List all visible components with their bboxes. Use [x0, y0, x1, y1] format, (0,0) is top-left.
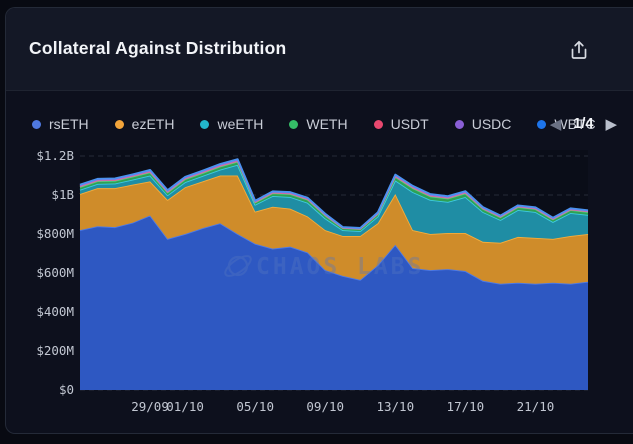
chaos-labs-atom-logo: [227, 255, 249, 277]
y-tick-label: $0: [59, 382, 74, 397]
legend-label: rsETH: [49, 116, 89, 132]
y-tick-label: $1.2B: [36, 148, 74, 163]
y-tick-label: $200M: [36, 343, 74, 358]
legend-dot-icon: [537, 119, 547, 129]
page-title: Collateral Against Distribution: [29, 38, 287, 58]
series-areas: [79, 158, 589, 390]
legend-label: WBTC: [554, 116, 596, 132]
watermark: CHAOS LABS: [224, 254, 424, 280]
legend-dot-icon: [454, 119, 464, 129]
area-ezeth: [80, 175, 588, 284]
legend-item-weeth[interactable]: weETH: [200, 116, 263, 132]
legend-dot-icon: [200, 119, 210, 129]
x-tick-label: 17/10: [447, 399, 485, 414]
chart-legend: rsETH ezETH weETH WETH USDT USDC WBTC: [6, 92, 633, 156]
legend-label: WETH: [306, 116, 348, 132]
x-tick-label: 05/10: [236, 399, 274, 414]
area-weeth: [80, 164, 588, 243]
y-tick-label: $800M: [36, 226, 74, 241]
area-rseth: [80, 215, 588, 390]
legend-dot-icon: [289, 119, 299, 129]
legend-item-wbtc[interactable]: WBTC: [537, 116, 596, 132]
legend-label: USDT: [390, 116, 429, 132]
legend-pagination: ◀ 1/4 ▶: [548, 92, 619, 156]
legend-dot-icon: [114, 119, 124, 129]
share-button[interactable]: [563, 34, 595, 66]
x-tick-label: 09/10: [306, 399, 344, 414]
legend-dot-icon: [373, 119, 383, 129]
legend-item-weth[interactable]: WETH: [289, 116, 348, 132]
y-tick-label: $600M: [36, 265, 74, 280]
edge-wbtc: [79, 158, 589, 229]
share-icon: [567, 38, 591, 62]
legend-prev-icon[interactable]: ◀: [549, 115, 562, 133]
legend-label: weETH: [217, 116, 264, 132]
x-tick-label: 13/10: [376, 399, 414, 414]
legend-item-usdc[interactable]: USDC: [454, 116, 512, 132]
y-tick-label: $400M: [36, 304, 74, 319]
legend-item-usdt[interactable]: USDT: [373, 116, 429, 132]
x-tick-label: 29/09: [131, 399, 169, 414]
legend-dot-icon: [32, 119, 41, 129]
y-tick-label: $1B: [51, 187, 74, 202]
legend-item-rseth[interactable]: rsETH: [32, 116, 89, 132]
logo-orbit: [224, 255, 252, 277]
legend-label: ezETH: [131, 116, 175, 132]
card-header: Collateral Against Distribution: [6, 8, 633, 91]
legend-next-icon[interactable]: ▶: [605, 115, 617, 133]
legend-page-indicator: 1/4: [573, 116, 594, 132]
legend-label: USDC: [471, 116, 512, 132]
watermark-text: CHAOS LABS: [256, 254, 424, 280]
legend-item-ezeth[interactable]: ezETH: [114, 116, 175, 132]
x-tick-label: 21/10: [517, 399, 555, 414]
x-tick-label: 01/10: [166, 399, 204, 414]
